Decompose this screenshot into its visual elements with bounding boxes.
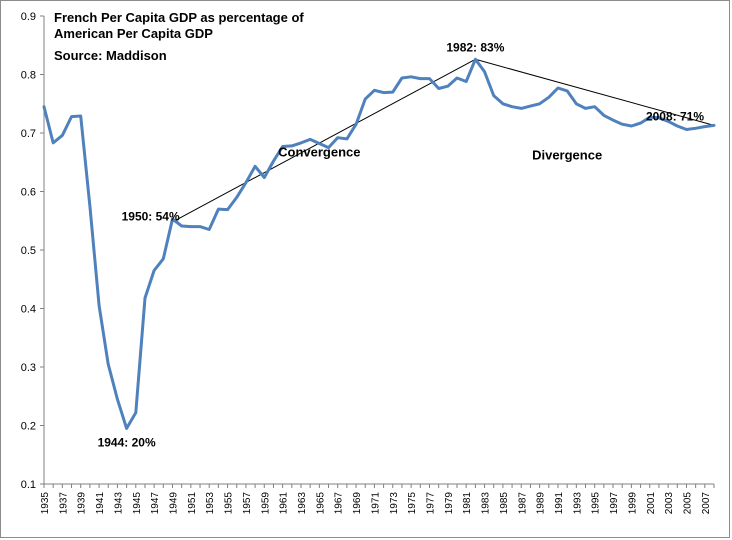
- y-tick-label: 0.6: [21, 187, 36, 199]
- y-tick-label: 0.7: [21, 128, 36, 140]
- x-tick-label: 1937: [58, 492, 69, 515]
- x-tick-label: 1975: [407, 492, 418, 515]
- x-tick-label: 1997: [609, 492, 620, 515]
- x-tick-label: 1993: [572, 492, 583, 515]
- x-tick-label: 2007: [701, 492, 712, 515]
- trend-line: [172, 58, 476, 223]
- chart-title-block: French Per Capita GDP as percentage of A…: [54, 10, 304, 64]
- chart-title-line-2: American Per Capita GDP: [54, 26, 213, 41]
- region-label: Convergence: [278, 144, 360, 159]
- x-tick-label: 1935: [40, 492, 51, 515]
- x-tick-label: 1967: [334, 492, 345, 515]
- region-labels: Convergence Divergence: [278, 144, 602, 162]
- x-tick-label: 1995: [591, 492, 602, 515]
- x-tick-label: 1977: [425, 492, 436, 515]
- x-tick-label: 1985: [499, 492, 510, 515]
- x-tick-label: 1991: [554, 492, 565, 515]
- x-tick-label: 1941: [95, 492, 106, 515]
- x-tick-label: 1981: [462, 492, 473, 515]
- x-tick-label: 1969: [352, 492, 363, 515]
- x-tick-label: 2005: [682, 492, 693, 515]
- x-tick-label: 1961: [279, 492, 290, 515]
- region-label: Divergence: [532, 147, 602, 162]
- chart-source: Source: Maddison: [54, 48, 167, 63]
- y-tick-label: 0.5: [21, 245, 36, 257]
- x-tick-label: 1973: [389, 492, 400, 515]
- y-tick-label: 0.8: [21, 70, 36, 82]
- x-tick-label: 1957: [242, 492, 253, 515]
- x-tick-label: 1999: [627, 492, 638, 515]
- x-tick-label: 2001: [646, 492, 657, 515]
- x-tick-label: 1951: [187, 492, 198, 515]
- y-tick-label: 0.4: [21, 304, 36, 316]
- trend-line: [475, 58, 715, 126]
- x-tick-label: 1987: [517, 492, 528, 515]
- axes: [43, 16, 714, 485]
- x-tick-label: 1971: [370, 492, 381, 515]
- y-tick-label: 0.1: [21, 479, 36, 491]
- chart-title-line-1: French Per Capita GDP as percentage of: [54, 10, 304, 25]
- x-tick-label: 1955: [224, 492, 235, 515]
- x-axis-ticks: 1935 1937 1939 1941 1943 1945 1947 1949 1951 1953…: [40, 484, 715, 515]
- y-axis-ticks: 0.1 0.2 0.3 0.4 0.5 0.6 0.7 0.8 0.9: [21, 11, 44, 491]
- x-tick-label: 1939: [77, 492, 88, 515]
- x-tick-label: 2003: [664, 492, 675, 515]
- x-tick-label: 1989: [536, 492, 547, 515]
- trend-lines: [172, 58, 715, 223]
- x-tick-label: 1943: [113, 492, 124, 515]
- annotation-label: 1944: 20%: [98, 435, 156, 449]
- x-tick-label: 1947: [150, 492, 161, 515]
- annotations: 1944: 20% 1950: 54% 1982: 83% 2008: 71%: [98, 40, 705, 449]
- annotation-label: 1950: 54%: [122, 210, 180, 224]
- x-tick-label: 1965: [315, 492, 326, 515]
- x-tick-label: 1979: [444, 492, 455, 515]
- x-tick-label: 1945: [132, 492, 143, 515]
- y-tick-label: 0.3: [21, 362, 36, 374]
- series-lines: [42, 57, 716, 430]
- x-tick-label: 1983: [481, 492, 492, 515]
- y-tick-label: 0.2: [21, 421, 36, 433]
- x-tick-label: 1959: [260, 492, 271, 515]
- x-tick-label: 1963: [297, 492, 308, 515]
- y-tick-label: 0.9: [21, 11, 36, 23]
- annotation-label: 1982: 83%: [446, 40, 504, 54]
- x-tick-label: 1949: [168, 492, 179, 515]
- x-tick-label: 1953: [205, 492, 216, 515]
- annotation-label: 2008: 71%: [646, 109, 704, 123]
- series-line: [42, 57, 716, 430]
